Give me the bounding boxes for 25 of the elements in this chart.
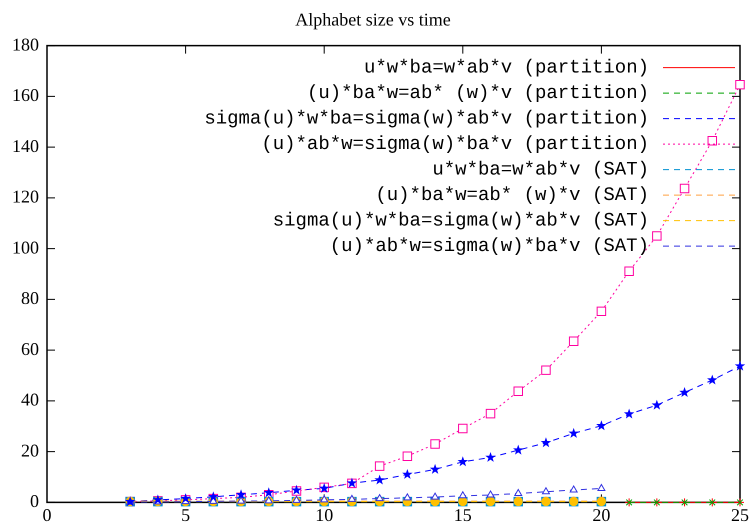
x-tick-label: 0 — [42, 504, 52, 525]
x-tick-label: 25 — [731, 504, 749, 525]
legend-label: u*w*ba=w*ab*v (SAT) — [432, 158, 649, 181]
chart-title: Alphabet size vs time — [295, 10, 451, 30]
x-tick-label: 10 — [315, 504, 334, 525]
x-tick-label: 20 — [592, 504, 610, 525]
y-tick-label: 180 — [12, 34, 39, 54]
legend-label: (u)*ab*w=sigma(w)*ba*v (partition) — [261, 133, 649, 156]
x-tick-label: 15 — [454, 504, 472, 525]
y-tick-label: 120 — [12, 186, 39, 207]
y-tick-label: 160 — [12, 85, 39, 106]
y-tick-label: 100 — [12, 237, 39, 258]
y-tick-label: 0 — [30, 491, 39, 512]
legend-label: sigma(u)*w*ba=sigma(w)*ab*v (SAT) — [272, 210, 649, 232]
legend-label: (u)*ba*w=ab* (w)*v (SAT) — [375, 184, 649, 206]
x-tick-label: 5 — [181, 504, 190, 525]
y-tick-label: 60 — [21, 338, 39, 359]
legend-label: (u)*ba*w=ab* (w)*v (partition) — [306, 82, 649, 104]
y-tick-label: 20 — [21, 440, 39, 460]
legend-label: (u)*ab*w=sigma(w)*ba*v (SAT) — [330, 235, 649, 258]
y-tick-label: 140 — [12, 136, 39, 156]
y-tick-label: 80 — [21, 288, 39, 308]
legend-label: u*w*ba=w*ab*v (partition) — [364, 56, 649, 79]
legend-label: sigma(u)*w*ba=sigma(w)*ab*v (partition) — [204, 108, 649, 130]
y-tick-label: 40 — [21, 390, 39, 410]
